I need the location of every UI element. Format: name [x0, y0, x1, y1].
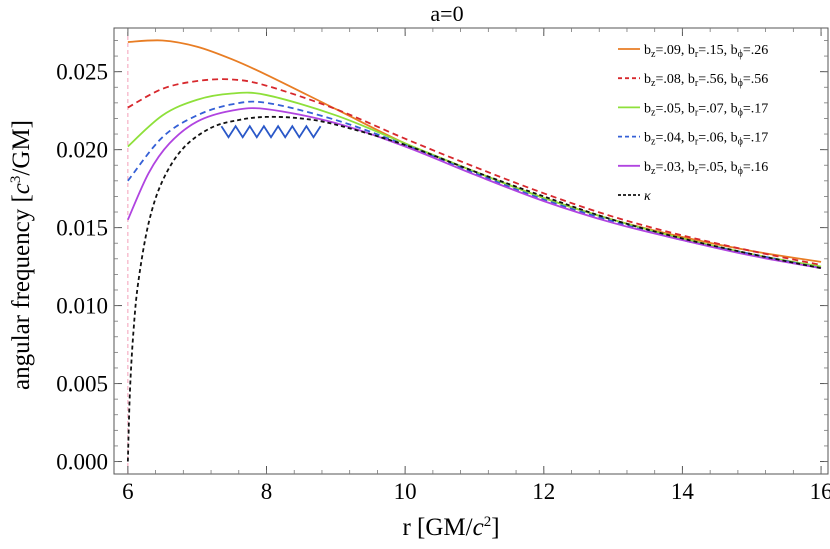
x-tick-label: 12	[532, 479, 555, 504]
x-axis-title-sup: 2	[484, 514, 492, 530]
series-line-s4	[127, 100, 822, 270]
x-axis-ticks: 6 8 10 12 14 16	[122, 28, 830, 504]
x-tick-label: 10	[394, 479, 417, 504]
x-axis-title-main: r [GM/	[402, 514, 472, 541]
legend-label-s3: bz=.05, br=.07, bϕ=.17	[644, 101, 768, 118]
legend-label-s6: κ	[644, 189, 651, 204]
series-layer	[126, 39, 822, 462]
x-tick-label: 16	[810, 479, 830, 504]
y-tick-label: 0.010	[56, 294, 108, 319]
y-axis-ticks: 0.000 0.005 0.010 0.015 0.020 0.025	[56, 40, 828, 475]
x-tick-label: 6	[122, 479, 134, 504]
y-axis-title: angular frequency [c3/GM]	[8, 120, 35, 390]
zigzag-annotation	[220, 124, 322, 139]
chart-title: a=0	[430, 1, 463, 26]
legend-label-s4: bz=.04, br=.06, bϕ=.17	[644, 131, 768, 148]
series-line-s6	[126, 115, 822, 462]
y-tick-label: 0.015	[56, 216, 108, 241]
plot-frame	[113, 27, 829, 475]
y-axis-title-tail: /GM]	[8, 120, 35, 176]
x-axis-title-tail: ]	[491, 514, 499, 541]
y-tick-label: 0.005	[56, 372, 108, 397]
series-line-s2	[127, 78, 822, 266]
legend-label-s2: bz=.08, br=.56, bϕ=.56	[644, 72, 768, 89]
y-axis-title-main: angular frequency [	[8, 194, 35, 390]
series-line-s3	[127, 91, 822, 268]
x-tick-label: 14	[671, 479, 695, 504]
y-axis-title-c: c	[8, 183, 35, 194]
legend: bz=.09, br=.15, bϕ=.26 bz=.08, br=.56, bϕ…	[618, 43, 768, 204]
x-axis-title-c: c	[473, 514, 484, 541]
legend-label-s1: bz=.09, br=.15, bϕ=.26	[644, 43, 768, 60]
y-axis-title-sup: 3	[8, 176, 24, 184]
x-axis-title: r [GM/c2]	[402, 514, 499, 541]
y-tick-label: 0.025	[56, 60, 108, 85]
y-tick-label: 0.020	[56, 138, 108, 163]
legend-label-s5: bz=.03, br=.05, bϕ=.16	[644, 160, 768, 177]
y-tick-label: 0.000	[56, 450, 108, 475]
x-tick-label: 8	[261, 479, 273, 504]
plot-area	[113, 27, 829, 475]
